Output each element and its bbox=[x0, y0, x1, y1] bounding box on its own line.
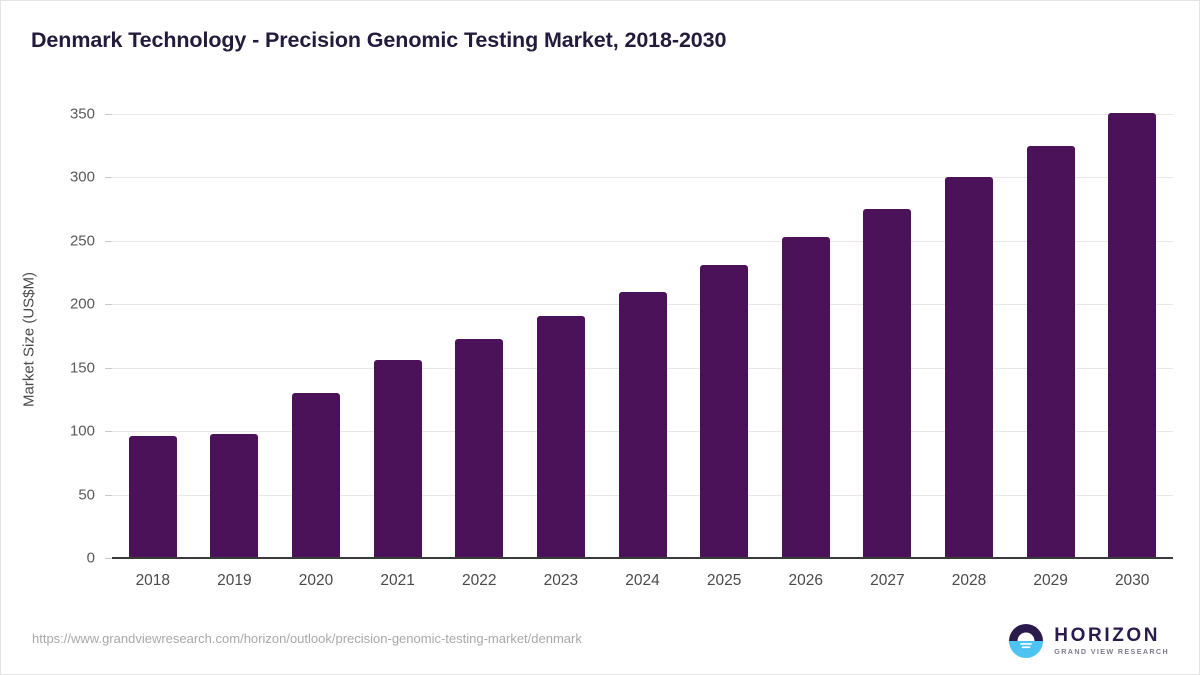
y-tick-label: 150 bbox=[69, 359, 95, 377]
x-tick-label-2025: 2025 bbox=[706, 572, 742, 589]
y-tick-mark bbox=[105, 558, 112, 559]
y-tick-mark bbox=[105, 114, 112, 115]
bar-2027[interactable] bbox=[863, 209, 912, 558]
bar-2030[interactable] bbox=[1108, 112, 1157, 558]
y-tick-label: 100 bbox=[69, 422, 95, 440]
bar-2019[interactable] bbox=[210, 433, 259, 558]
horizon-sun-circle-icon bbox=[1009, 624, 1044, 658]
bar-2018[interactable] bbox=[128, 436, 177, 558]
x-tick-label-2028: 2028 bbox=[951, 572, 987, 589]
y-tick-mark bbox=[105, 240, 112, 242]
y-tick-label: 350 bbox=[69, 105, 95, 123]
y-axis-title: Market Size (US$M) bbox=[20, 271, 38, 408]
logo-tagline: GRAND VIEW RESEARCH bbox=[1054, 647, 1169, 656]
y-tick-mark bbox=[105, 431, 112, 433]
y-tick-label: 250 bbox=[69, 232, 95, 250]
bar-2024[interactable] bbox=[618, 291, 667, 558]
y-tick-mark bbox=[105, 177, 112, 179]
source-url[interactable]: https://www.grandviewresearch.com/horizo… bbox=[32, 631, 582, 646]
gridline bbox=[112, 240, 1173, 242]
brand-logo: HORIZON GRAND VIEW RESEARCH bbox=[1006, 620, 1169, 662]
x-tick-label-2020: 2020 bbox=[298, 572, 334, 589]
page-title: Denmark Technology - Precision Genomic T… bbox=[31, 28, 727, 52]
logo-name: HORIZON bbox=[1054, 625, 1161, 647]
bar-2028[interactable] bbox=[944, 177, 993, 558]
x-tick-label-2029: 2029 bbox=[1033, 572, 1068, 589]
x-tick-label-2024: 2024 bbox=[625, 572, 660, 589]
y-tick-label: 200 bbox=[69, 295, 95, 313]
y-tick-label: 0 bbox=[86, 549, 95, 567]
x-tick-label-2022: 2022 bbox=[462, 572, 497, 589]
x-tick-label-2026: 2026 bbox=[788, 572, 823, 589]
bar-2021[interactable] bbox=[373, 360, 422, 558]
logo-text-block: HORIZON GRAND VIEW RESEARCH bbox=[1054, 626, 1169, 656]
x-tick-label-2021: 2021 bbox=[380, 572, 415, 589]
x-axis-line bbox=[112, 557, 1173, 559]
y-tick-mark bbox=[105, 494, 112, 496]
bar-2023[interactable] bbox=[536, 315, 585, 558]
x-tick-label-2018: 2018 bbox=[135, 572, 171, 589]
bar-2020[interactable] bbox=[292, 393, 341, 558]
y-tick-mark bbox=[105, 304, 112, 306]
x-tick-label-2023: 2023 bbox=[543, 572, 579, 589]
bar-2026[interactable] bbox=[781, 237, 830, 558]
bar-2022[interactable] bbox=[455, 338, 504, 558]
gridline bbox=[112, 177, 1173, 179]
y-tick-label: 50 bbox=[78, 486, 95, 504]
y-tick-mark bbox=[105, 367, 112, 369]
x-tick-label-2019: 2019 bbox=[217, 572, 252, 589]
bar-2025[interactable] bbox=[700, 264, 749, 558]
x-tick-label-2027: 2027 bbox=[870, 572, 905, 589]
bar-2029[interactable] bbox=[1026, 145, 1075, 558]
plot-area bbox=[105, 112, 1173, 559]
gridline bbox=[112, 114, 1173, 115]
y-tick-label: 300 bbox=[69, 168, 95, 186]
x-tick-label-2030: 2030 bbox=[1114, 572, 1150, 589]
